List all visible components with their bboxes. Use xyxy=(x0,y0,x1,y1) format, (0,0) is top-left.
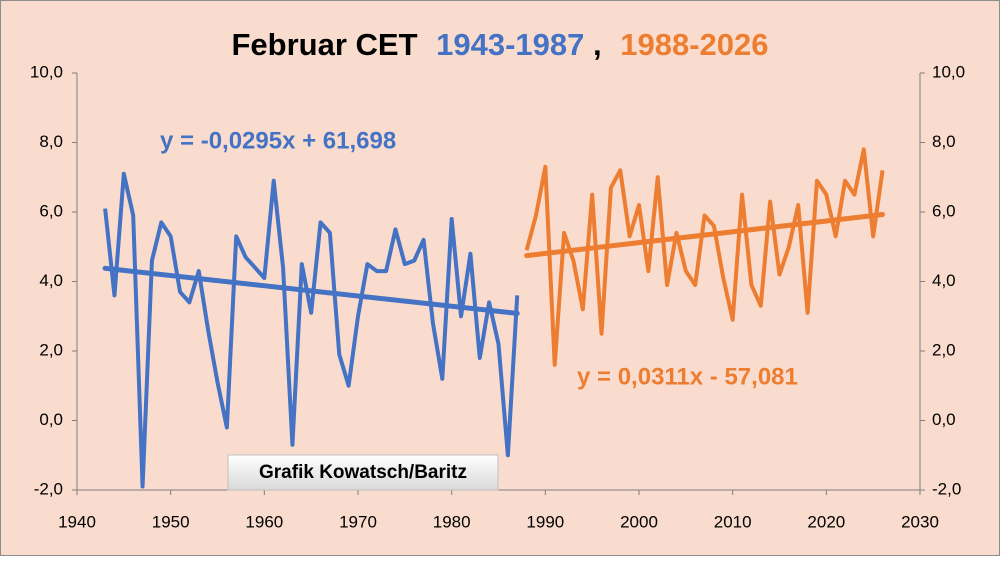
y2-tick-label: 8,0 xyxy=(932,132,956,151)
x-tick-label: 2030 xyxy=(901,512,939,531)
x-tick-label: 1950 xyxy=(152,512,190,531)
x-tick-label: 1940 xyxy=(58,512,96,531)
title-part: 1943-1987 xyxy=(436,27,584,62)
trend-equation: y = 0,0311x - 57,081 xyxy=(577,363,798,390)
title-part: Februar CET xyxy=(231,27,417,62)
y-tick-label: -2,0 xyxy=(34,479,63,498)
x-tick-label: 1960 xyxy=(245,512,283,531)
annotation: Grafik Kowatsch/Baritz xyxy=(259,462,467,483)
plot-area: -2,0 0,0 2,0 4,0 6,0 8,0 10,0 -2,0 0,0 2,0 4,0 6,0 8… xyxy=(30,62,965,531)
y-tick-label: 8,0 xyxy=(39,132,63,151)
x-tick-label: 2000 xyxy=(620,512,658,531)
data-line xyxy=(103,171,520,489)
y-tick-label: 10,0 xyxy=(30,62,63,81)
x-tick-label: 1970 xyxy=(339,512,377,531)
y-tick-label: 0,0 xyxy=(39,410,63,429)
y-tick-label: 6,0 xyxy=(39,201,63,220)
x-tick-label: 2010 xyxy=(714,512,752,531)
title-part: , xyxy=(593,27,602,62)
data-line xyxy=(524,147,885,367)
y2-tick-label: -2,0 xyxy=(932,479,961,498)
x-tick-label: 2020 xyxy=(807,512,845,531)
y2-tick-label: 10,0 xyxy=(932,62,965,81)
annotation-box xyxy=(227,454,499,491)
x-tick-label: 1980 xyxy=(433,512,471,531)
trend-line xyxy=(102,265,520,316)
y-tick-label: 4,0 xyxy=(39,271,63,290)
y2-tick-label: 6,0 xyxy=(932,201,956,220)
title-part: 1988-2026 xyxy=(620,27,768,62)
y2-tick-label: 0,0 xyxy=(932,410,956,429)
y-tick-label: 2,0 xyxy=(39,340,63,359)
trend-line xyxy=(524,212,886,259)
chart-title: Februar CET 1943-1987 , 1988-2026 xyxy=(231,27,768,62)
trend-equation: y = -0,0295x + 61,698 xyxy=(160,127,396,154)
x-tick-label: 1990 xyxy=(526,512,564,531)
y2-tick-label: 4,0 xyxy=(932,271,956,290)
y2-tick-label: 2,0 xyxy=(932,340,956,359)
